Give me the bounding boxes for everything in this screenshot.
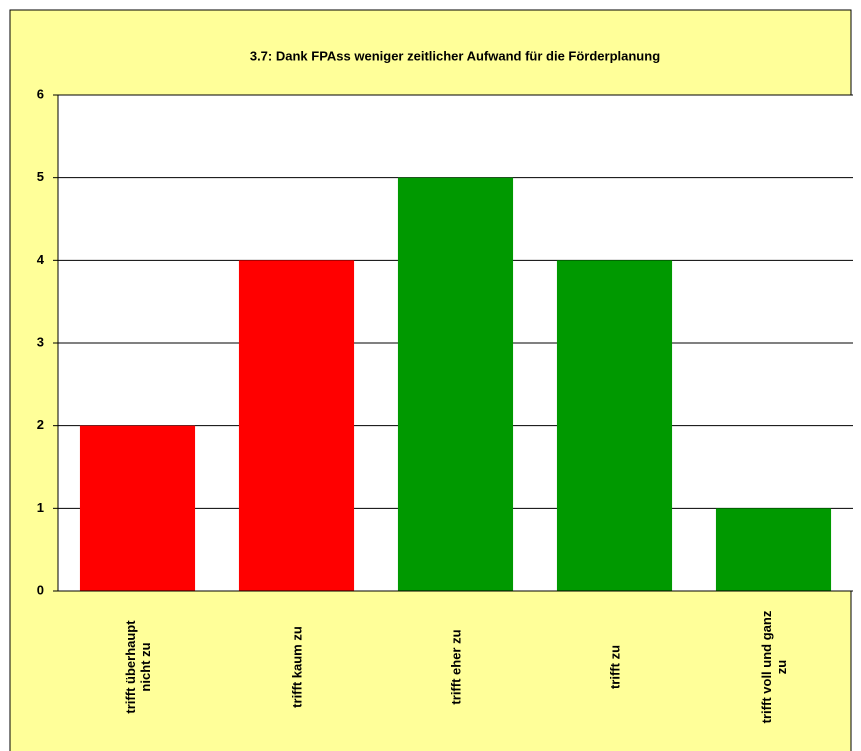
x-tick-label: trifft voll und ganz zu [758, 610, 789, 724]
x-tick-label: trifft überhaupt nicht zu [122, 620, 153, 714]
y-tick-label: 6 [37, 86, 44, 101]
chart-title: 3.7: Dank FPAss weniger zeitlicher Aufwa… [250, 48, 660, 63]
y-tick-label: 1 [37, 500, 44, 515]
bar [556, 260, 673, 591]
bar [397, 177, 514, 591]
bar [79, 425, 196, 591]
y-tick-label: 5 [37, 169, 44, 184]
y-tick-label: 0 [37, 582, 44, 597]
bar [238, 260, 355, 591]
y-tick-label: 2 [37, 417, 44, 432]
y-tick-label: 4 [37, 252, 45, 267]
x-tick-label: trifft eher zu [448, 629, 463, 705]
bar [715, 508, 832, 591]
x-tick-label: trifft zu [607, 644, 622, 690]
y-tick-label: 3 [37, 334, 44, 349]
x-tick-label: trifft kaum zu [289, 626, 304, 708]
